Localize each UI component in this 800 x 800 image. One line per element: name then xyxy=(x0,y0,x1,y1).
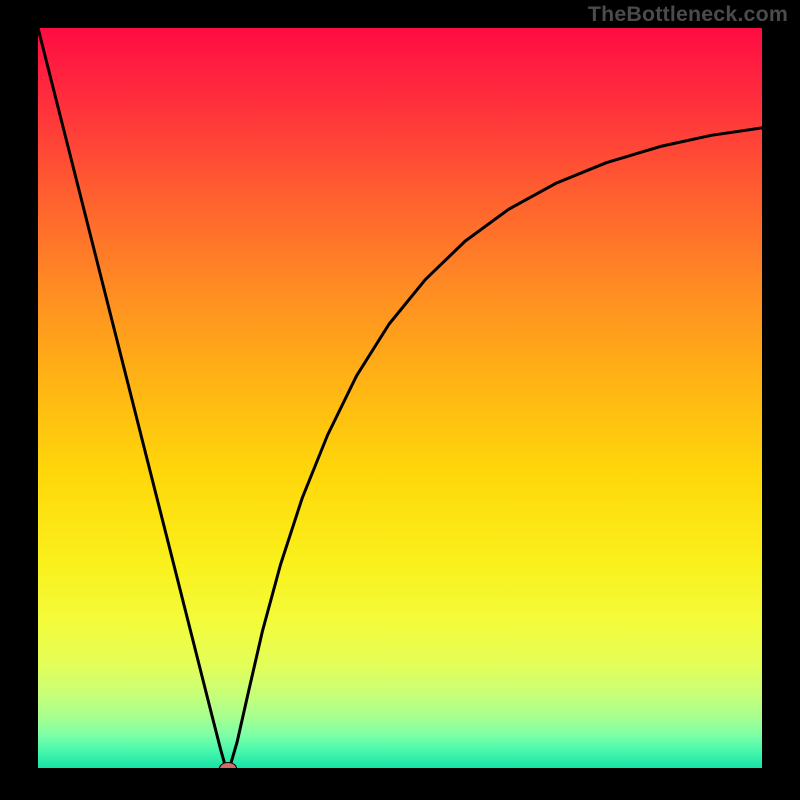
bottleneck-curve xyxy=(38,28,762,768)
plot-area xyxy=(38,28,762,768)
attribution-label: TheBottleneck.com xyxy=(588,2,788,27)
chart-frame: TheBottleneck.com xyxy=(0,0,800,800)
curve-layer xyxy=(38,28,762,768)
